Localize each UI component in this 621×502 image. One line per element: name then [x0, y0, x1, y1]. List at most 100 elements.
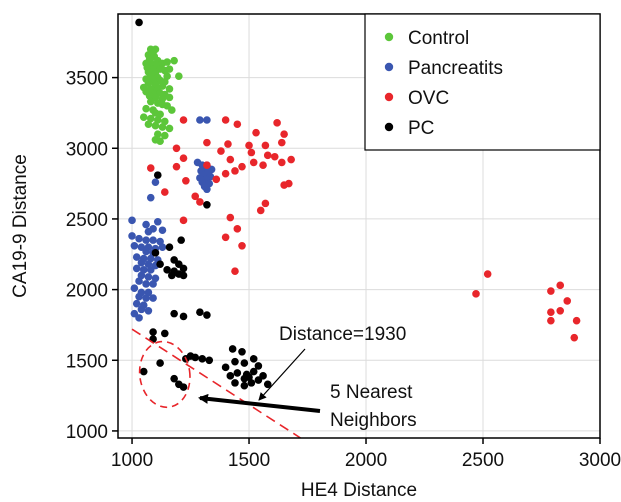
data-point [233, 120, 242, 129]
data-point [547, 308, 555, 317]
data-point [203, 185, 211, 194]
data-point [165, 93, 174, 102]
data-point [135, 292, 143, 301]
legend: Control Pancreatits OVC PC [364, 13, 601, 151]
data-point [128, 216, 136, 225]
data-point [256, 206, 265, 215]
legend-marker [384, 92, 394, 102]
y-tick-label: 2000 [66, 281, 108, 302]
data-point [149, 236, 157, 244]
data-point [144, 227, 153, 236]
data-point [168, 271, 176, 280]
data-point [217, 147, 225, 155]
data-point [240, 374, 249, 383]
data-point [172, 144, 181, 153]
legend-marker [384, 62, 394, 72]
series-pc [135, 18, 272, 391]
distance-arrow [258, 348, 306, 401]
data-point [139, 113, 148, 121]
data-point [175, 72, 183, 80]
data-point [145, 92, 154, 100]
y-tick-label: 2500 [66, 210, 108, 231]
data-point [277, 138, 286, 147]
data-point [151, 121, 160, 130]
data-point [156, 137, 164, 145]
data-point [203, 311, 211, 319]
data-point [221, 363, 230, 372]
data-point [196, 198, 204, 206]
data-point [221, 233, 230, 242]
data-point [149, 294, 157, 302]
data-point [139, 367, 148, 376]
data-point [224, 140, 232, 148]
distance-label: Distance=1930 [279, 324, 406, 345]
data-point [165, 65, 174, 73]
data-point [170, 56, 178, 65]
data-point [179, 154, 188, 162]
data-point [156, 260, 164, 268]
x-tick-label: 1000 [111, 450, 153, 471]
data-point [254, 376, 263, 384]
x-tick-label: 3000 [579, 450, 621, 471]
legend-label: PC [408, 118, 434, 139]
data-point [280, 130, 288, 138]
data-point [483, 270, 492, 278]
data-point [170, 309, 178, 318]
y-tick-label: 1500 [66, 351, 108, 372]
neighbors-label-line2: Neighbors [330, 410, 417, 431]
data-point [149, 280, 157, 288]
data-point [179, 116, 188, 124]
data-point [570, 333, 579, 342]
data-point [196, 308, 204, 317]
legend-label: Pancreatits [408, 58, 503, 79]
data-point [249, 355, 258, 363]
data-point [472, 290, 480, 298]
data-point [130, 284, 139, 292]
data-point [179, 216, 188, 225]
data-point [142, 247, 150, 256]
data-point [165, 243, 174, 251]
data-point [261, 199, 270, 208]
data-point [231, 267, 239, 276]
nearest-neighbors-ellipse [138, 340, 191, 409]
data-point [252, 128, 260, 137]
data-point [263, 151, 272, 160]
data-point [563, 297, 572, 305]
data-point [170, 374, 178, 383]
x-tick-label: 2500 [462, 450, 504, 471]
legend-marker [384, 122, 394, 132]
data-point [231, 357, 239, 366]
y-tick-label: 1000 [66, 422, 108, 443]
data-point [247, 148, 256, 157]
neighbors-label-line1: 5 Nearest [330, 382, 413, 403]
data-point [160, 329, 169, 338]
data-point [163, 58, 171, 66]
legend-box [364, 13, 601, 151]
neighbors-arrow [198, 393, 321, 413]
data-point [231, 379, 239, 387]
data-point [153, 217, 162, 226]
legend-marker [384, 32, 394, 42]
plot-frame [117, 13, 601, 439]
data-point [135, 234, 143, 243]
y-axis-label: CA19-9 Distance [10, 154, 31, 298]
data-point [238, 347, 246, 356]
data-point [142, 220, 150, 229]
y-tick-label: 3000 [66, 139, 108, 160]
data-point [238, 241, 246, 250]
axis-ticks: 1000 1500 2000 2500 3000 1000 1500 2000 2500 3000… [66, 69, 621, 471]
data-point [233, 225, 242, 233]
data-point [156, 359, 164, 367]
data-point [228, 345, 237, 353]
data-point [240, 381, 249, 390]
data-point [259, 161, 267, 170]
data-point [179, 383, 188, 391]
x-tick-label: 2000 [345, 450, 387, 471]
data-point [205, 356, 214, 365]
data-point [142, 104, 150, 113]
data-point [135, 314, 143, 322]
data-point [196, 116, 204, 124]
data-point [158, 123, 167, 131]
data-point [179, 271, 188, 280]
